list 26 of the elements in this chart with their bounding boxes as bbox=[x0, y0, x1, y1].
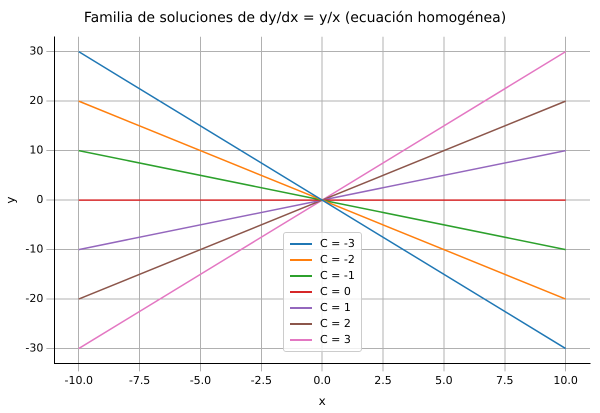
y-tick-label: 0 bbox=[36, 192, 44, 206]
chart-title: Familia de soluciones de dy/dx = y/x (ecuación homogénea) bbox=[84, 10, 506, 26]
legend-label: C = -1 bbox=[320, 268, 355, 284]
y-tick-label: 30 bbox=[29, 44, 44, 58]
x-tick-label: -10.0 bbox=[64, 374, 93, 387]
legend-label: C = 0 bbox=[320, 284, 351, 300]
y-tick-label: -20 bbox=[25, 292, 44, 305]
legend-label: C = 1 bbox=[320, 300, 351, 316]
y-axis-title: y bbox=[3, 196, 18, 204]
legend-label: C = 2 bbox=[320, 316, 351, 332]
x-tick-label: 0.0 bbox=[313, 374, 331, 387]
y-tick-label: 10 bbox=[29, 143, 44, 156]
y-tick-label: -30 bbox=[25, 341, 44, 354]
y-tick-label: -10 bbox=[25, 242, 44, 256]
x-tick-label: -7.5 bbox=[128, 374, 150, 387]
x-tick-label: -2.5 bbox=[250, 374, 272, 387]
x-tick-label: 10.0 bbox=[553, 374, 578, 387]
legend-label: C = 3 bbox=[320, 332, 351, 348]
x-tick-label: 5.0 bbox=[435, 374, 453, 387]
x-axis-title: x bbox=[318, 394, 326, 408]
legend-label: C = -3 bbox=[320, 236, 355, 252]
y-tick-label: 20 bbox=[29, 94, 44, 107]
x-tick-label: 7.5 bbox=[496, 374, 514, 387]
x-tick-label: 2.5 bbox=[374, 374, 392, 387]
x-tick-label: -5.0 bbox=[190, 374, 212, 387]
legend-label: C = -2 bbox=[320, 252, 355, 268]
